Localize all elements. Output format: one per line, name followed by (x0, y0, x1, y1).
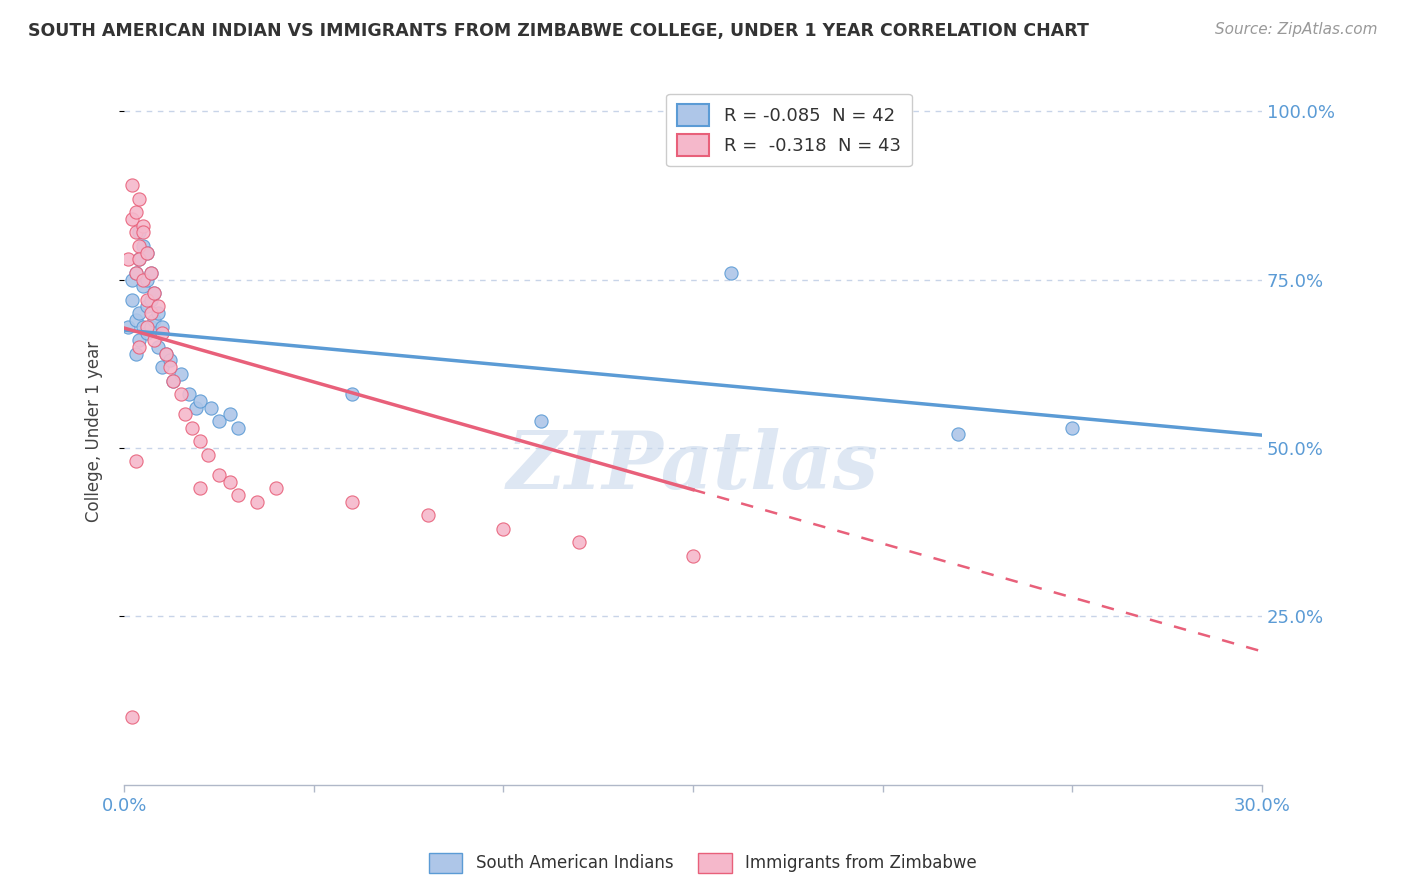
Point (121, 211, 143, 226)
Point (170, 387, 193, 401)
Point (208, 414, 231, 428)
Point (128, 192, 150, 206)
Point (219, 407, 242, 421)
Point (416, 508, 439, 523)
Point (143, 285, 166, 300)
Point (177, 387, 200, 401)
Point (132, 219, 155, 233)
Text: ZIPatlas: ZIPatlas (508, 427, 879, 505)
Point (200, 401, 222, 415)
Point (124, 346, 146, 360)
Point (132, 319, 155, 334)
Point (124, 454, 146, 468)
Point (132, 279, 155, 293)
Point (135, 319, 157, 334)
Point (948, 427, 970, 442)
Point (128, 306, 150, 320)
Point (139, 306, 162, 320)
Point (128, 340, 150, 354)
Legend: R = -0.085  N = 42, R =  -0.318  N = 43: R = -0.085 N = 42, R = -0.318 N = 43 (666, 94, 911, 167)
Point (197, 448, 219, 462)
Point (155, 346, 177, 360)
Point (128, 226, 150, 240)
Point (162, 374, 184, 388)
Point (148, 300, 170, 314)
Point (568, 535, 591, 549)
Point (162, 374, 184, 388)
Point (135, 245, 157, 260)
Point (132, 226, 155, 240)
Point (148, 306, 170, 320)
Point (124, 205, 146, 219)
Point (155, 346, 177, 360)
Point (128, 252, 150, 267)
Point (246, 495, 269, 509)
Point (139, 266, 162, 280)
Y-axis label: College, Under 1 year: College, Under 1 year (86, 341, 103, 522)
Point (181, 421, 204, 435)
Point (135, 326, 157, 341)
Point (143, 313, 166, 327)
Point (139, 319, 162, 334)
Point (226, 421, 249, 435)
Point (208, 467, 231, 482)
Point (132, 272, 155, 286)
Point (1062, 421, 1084, 435)
Point (264, 481, 287, 495)
Point (173, 407, 195, 421)
Point (128, 252, 150, 267)
Point (139, 293, 162, 307)
Point (219, 475, 242, 489)
Point (682, 549, 704, 563)
Point (124, 266, 146, 280)
Point (117, 319, 139, 334)
Point (188, 434, 211, 449)
Point (170, 367, 193, 381)
Point (139, 266, 162, 280)
Point (150, 360, 173, 375)
Point (124, 266, 146, 280)
Point (148, 340, 170, 354)
Point (128, 333, 150, 347)
Point (143, 285, 166, 300)
Point (492, 522, 515, 536)
Point (159, 353, 181, 368)
Point (340, 387, 363, 401)
Point (340, 495, 363, 509)
Point (135, 300, 157, 314)
Point (124, 313, 146, 327)
Text: Source: ZipAtlas.com: Source: ZipAtlas.com (1215, 22, 1378, 37)
Legend: South American Indians, Immigrants from Zimbabwe: South American Indians, Immigrants from … (422, 847, 984, 880)
Point (530, 414, 553, 428)
Point (121, 293, 143, 307)
Point (188, 481, 211, 495)
Point (135, 293, 157, 307)
Point (124, 226, 146, 240)
Point (132, 239, 155, 253)
Point (159, 360, 181, 375)
Point (150, 319, 173, 334)
Point (188, 393, 211, 408)
Point (121, 710, 143, 724)
Point (143, 333, 166, 347)
Point (150, 326, 173, 341)
Text: SOUTH AMERICAN INDIAN VS IMMIGRANTS FROM ZIMBABWE COLLEGE, UNDER 1 YEAR CORRELAT: SOUTH AMERICAN INDIAN VS IMMIGRANTS FROM… (28, 22, 1090, 40)
Point (121, 178, 143, 193)
Point (135, 272, 157, 286)
Point (720, 266, 742, 280)
Point (117, 252, 139, 267)
Point (135, 245, 157, 260)
Point (186, 401, 208, 415)
Point (226, 488, 249, 502)
Point (128, 239, 150, 253)
Point (121, 272, 143, 286)
